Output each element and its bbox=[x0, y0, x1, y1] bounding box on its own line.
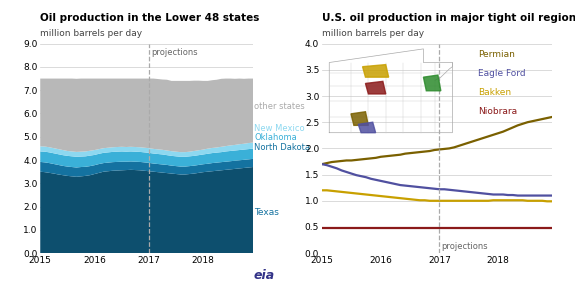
Text: Permian: Permian bbox=[478, 50, 515, 59]
Text: million barrels per day: million barrels per day bbox=[40, 29, 143, 38]
Text: million barrels per day: million barrels per day bbox=[322, 29, 424, 38]
Text: other states: other states bbox=[254, 102, 305, 111]
Text: North Dakota: North Dakota bbox=[254, 143, 310, 152]
Text: Bakken: Bakken bbox=[478, 88, 512, 97]
Text: New Mexico: New Mexico bbox=[254, 124, 305, 133]
Text: projections: projections bbox=[442, 242, 488, 251]
Text: Oklahoma: Oklahoma bbox=[254, 134, 297, 142]
Text: Texas: Texas bbox=[254, 208, 279, 217]
Text: Niobrara: Niobrara bbox=[478, 107, 518, 116]
Text: U.S. oil production in major tight oil regions: U.S. oil production in major tight oil r… bbox=[322, 13, 575, 23]
Text: eia: eia bbox=[254, 269, 275, 282]
Text: projections: projections bbox=[151, 48, 198, 57]
Text: Eagle Ford: Eagle Ford bbox=[478, 69, 526, 78]
Text: Oil production in the Lower 48 states: Oil production in the Lower 48 states bbox=[40, 13, 260, 23]
